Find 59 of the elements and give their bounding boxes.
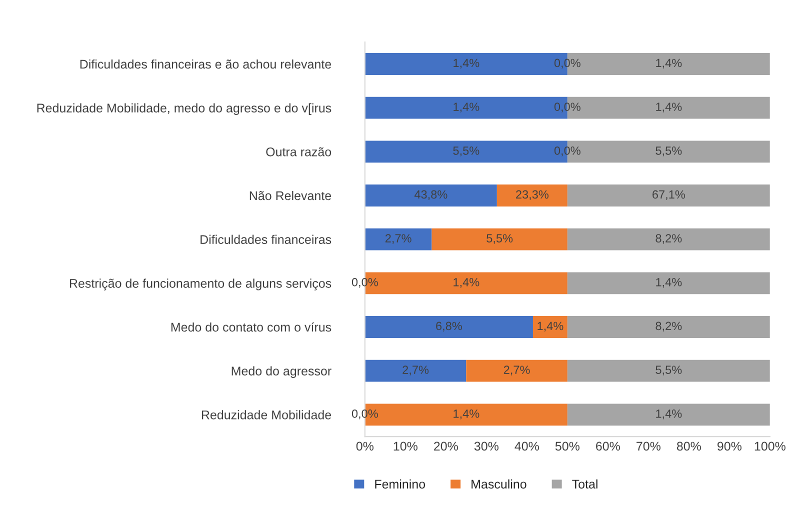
x-tick-label: 60% bbox=[596, 442, 620, 451]
annotation: 5,5% bbox=[656, 146, 682, 156]
bar bbox=[567, 316, 770, 338]
legend-label: Masculino bbox=[472, 479, 526, 489]
y-tick-label: Dificuldades financeiras bbox=[200, 234, 332, 244]
annotation: 8,2% bbox=[656, 322, 682, 332]
bar bbox=[364, 228, 432, 250]
bar bbox=[364, 184, 497, 206]
y-tick-label: Dificuldades financeiras e ão achou relevante bbox=[80, 59, 332, 69]
annotation: 1,4% bbox=[656, 278, 682, 288]
y-tick-label: Reduzidade Mobilidade bbox=[202, 410, 332, 420]
x-tick-label: 90% bbox=[717, 442, 742, 451]
y-tick-label: Restrição de funcionamento de alguns serviços bbox=[70, 278, 332, 290]
annotation: 1,4% bbox=[538, 322, 564, 332]
x-tick-label: 20% bbox=[434, 442, 458, 451]
x-tick-label: 40% bbox=[514, 442, 539, 451]
annotation: 5,5% bbox=[453, 146, 480, 156]
y-tick-label: Medo do contato com o vírus bbox=[171, 322, 332, 332]
bar bbox=[496, 184, 568, 206]
annotation: 5,5% bbox=[486, 234, 513, 244]
bar bbox=[567, 404, 770, 426]
bar bbox=[466, 360, 568, 382]
annotation: 1,4% bbox=[656, 102, 682, 112]
legend-label: Total bbox=[572, 479, 598, 489]
annotation: 1,4% bbox=[656, 410, 682, 420]
bar bbox=[532, 316, 568, 338]
annotation: 1,4% bbox=[656, 58, 682, 69]
bar bbox=[364, 360, 466, 382]
legend-label: Feminino bbox=[375, 479, 426, 489]
x-tick-label: 50% bbox=[555, 442, 580, 451]
y-tick-label: Medo do agressor bbox=[232, 366, 332, 378]
annotation: 5,5% bbox=[656, 366, 682, 376]
annotation: 6,8% bbox=[436, 322, 462, 332]
annotation: 1,4% bbox=[454, 58, 480, 69]
x-tick-label: 100% bbox=[754, 442, 786, 451]
y-tick-label: Reduzidade Mobilidade, medo do agresso e do v[irus bbox=[37, 103, 332, 115]
annotation: 43,8% bbox=[414, 190, 448, 200]
bar bbox=[567, 360, 770, 382]
annotation: 23,3% bbox=[516, 190, 548, 200]
x-tick-label: 70% bbox=[636, 442, 660, 451]
x-tick-label: 80% bbox=[676, 442, 701, 451]
annotation: 67,1% bbox=[652, 190, 685, 200]
bar bbox=[364, 316, 533, 338]
annotation: 2,7% bbox=[385, 234, 412, 244]
x-tick-label: 0% bbox=[356, 442, 374, 451]
bar bbox=[567, 228, 770, 250]
annotation: 1,4% bbox=[454, 278, 480, 288]
bar bbox=[567, 184, 770, 206]
x-tick-label: 10% bbox=[394, 442, 418, 451]
bar bbox=[567, 272, 770, 294]
annotation: 8,2% bbox=[656, 234, 682, 244]
annotation: 1,4% bbox=[454, 410, 480, 420]
annotation: 2,7% bbox=[402, 366, 429, 376]
y-tick-label: Outra razão bbox=[266, 147, 332, 156]
annotation: 2,7% bbox=[504, 366, 530, 376]
bar bbox=[432, 228, 568, 250]
y-tick-label: Não Relevante bbox=[250, 190, 332, 200]
x-tick-label: 30% bbox=[474, 442, 498, 451]
annotation: 1,4% bbox=[454, 102, 480, 112]
